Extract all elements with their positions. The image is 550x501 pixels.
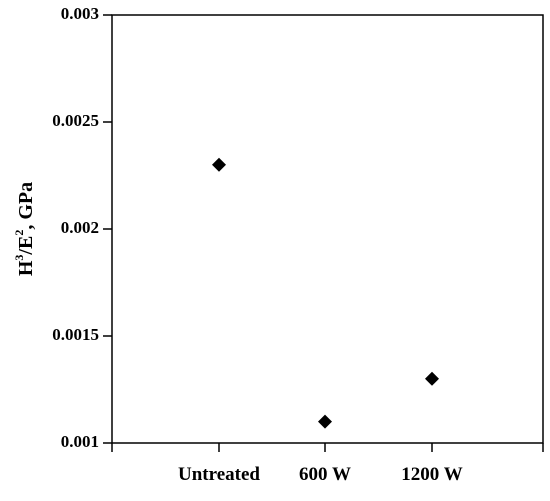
x-tick-label-2: 1200 W [401,464,462,485]
y-axis-label-base1: H [15,260,37,276]
y-axis-label-sup1: 3 [12,255,26,261]
y-axis-label-sup2: 2 [12,230,26,236]
y-tick-label-2: 0.002 [61,218,99,237]
data-point-0 [212,157,226,172]
y-axis-ticks: 0.001 0.0015 0.002 0.0025 0.003 [52,4,112,451]
y-tick-label-1: 0.0015 [52,325,99,344]
y-axis-label-rest: , GPa [15,182,37,230]
x-axis-ticks: Untreated 600 W 1200 W [111,443,544,485]
y-tick-label-3: 0.0025 [52,111,99,130]
data-point-2 [425,371,439,386]
data-points [212,157,439,429]
x-tick-label-0: Untreated [178,464,260,485]
y-axis-label: H3/E2, GPa [12,182,37,276]
y-tick-label-0: 0.001 [61,432,99,451]
plot-frame [111,14,544,444]
x-tick-label-1: 600 W [299,464,351,485]
y-axis-label-base2: /E [15,236,37,256]
y-tick-label-4: 0.003 [61,4,99,23]
data-point-1 [318,414,332,429]
